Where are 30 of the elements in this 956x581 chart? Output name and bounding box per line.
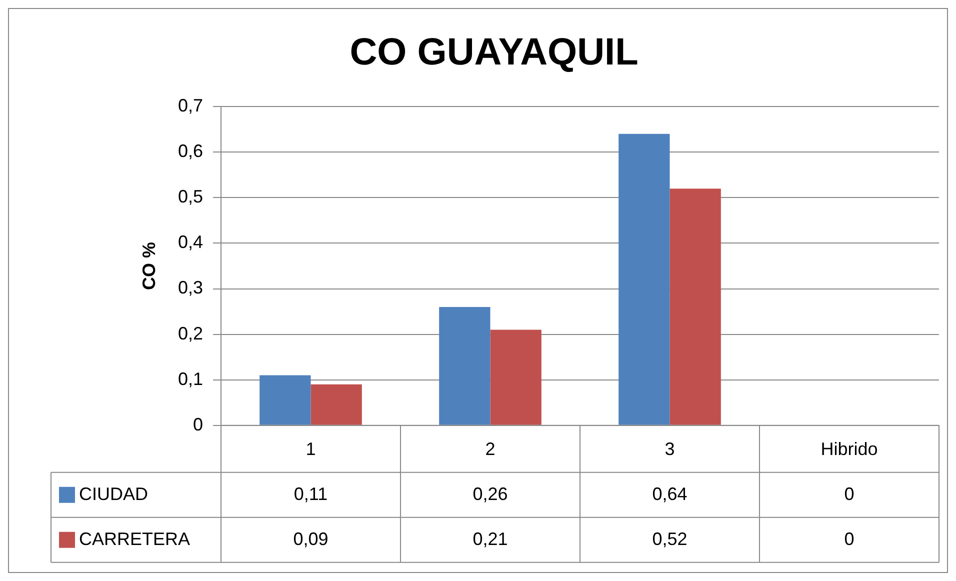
bar xyxy=(670,188,721,425)
y-tick-label: 0 xyxy=(192,414,203,434)
y-tick-label: 0,2 xyxy=(178,323,203,344)
bar xyxy=(310,384,362,425)
chart-title: CO GUAYAQUIL xyxy=(350,31,638,74)
data-label: 0,09 xyxy=(293,528,328,549)
y-tick-label: 0,6 xyxy=(178,141,203,162)
x-tick-label: 1 xyxy=(306,439,316,460)
y-tick-label: 0,3 xyxy=(178,278,203,298)
data-label: 0 xyxy=(844,528,854,549)
x-tick-label: Hibrido xyxy=(820,439,878,460)
data-label: 0,64 xyxy=(652,484,688,504)
data-label: 0,11 xyxy=(294,484,328,504)
y-tick-label: 0,7 xyxy=(178,96,203,116)
data-label: 0,52 xyxy=(652,528,688,549)
data-label: 0 xyxy=(844,484,854,504)
x-tick-label: 2 xyxy=(485,439,496,460)
y-tick-label: 0,4 xyxy=(178,232,203,252)
y-axis-title: CO % xyxy=(138,242,159,290)
y-tick-label: 0,5 xyxy=(178,186,203,207)
bar xyxy=(490,330,542,425)
x-tick-label: 3 xyxy=(664,439,675,460)
data-label: 0,26 xyxy=(472,484,508,504)
legend-label: CIUDAD xyxy=(79,484,148,504)
bar xyxy=(618,134,670,425)
bar xyxy=(260,375,311,425)
y-tick-label: 0,1 xyxy=(178,368,203,389)
legend-label: CARRETERA xyxy=(79,528,190,549)
data-label: 0,21 xyxy=(472,528,508,549)
bar xyxy=(439,306,490,425)
